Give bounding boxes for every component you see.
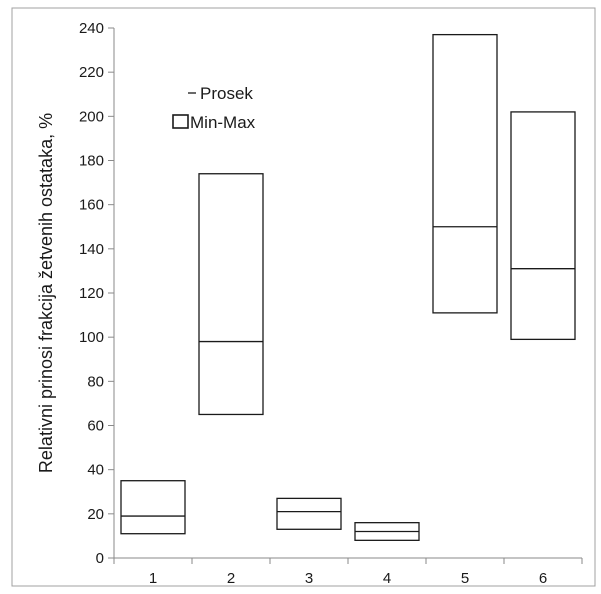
y-tick-label: 60: [87, 418, 104, 435]
y-tick-label: 180: [79, 153, 104, 170]
y-tick-label: 80: [87, 373, 104, 390]
y-axis-ticks: 0 20 40 60 80 100 120 140 160 180 200 220 240: [79, 20, 114, 567]
y-tick-label: 120: [79, 285, 104, 302]
x-tick-label: 1: [149, 570, 157, 587]
range-box: [510, 111, 576, 341]
legend-range-label: Min-Max: [190, 113, 256, 132]
legend-range-marker: [172, 114, 189, 129]
x-tick-label: 5: [461, 570, 469, 587]
range-box: [120, 480, 186, 535]
y-tick-label: 0: [96, 550, 104, 567]
y-tick-label: 140: [79, 241, 104, 258]
y-tick-label: 220: [79, 64, 104, 81]
legend: Prosek Min-Max: [172, 84, 256, 132]
y-tick-label: 240: [79, 20, 104, 37]
range-box: [276, 497, 342, 530]
boxes: [120, 33, 576, 541]
x-tick-label: 6: [539, 570, 547, 587]
legend-mean-label: Prosek: [200, 84, 253, 103]
y-tick-label: 200: [79, 108, 104, 125]
y-tick-label: 160: [79, 197, 104, 214]
range-box: [198, 173, 264, 416]
x-axis-ticks: 1 2 3 4 5 6: [113, 558, 583, 587]
chart-frame: [11, 7, 596, 587]
range-box: [432, 33, 498, 314]
x-tick-label: 4: [383, 570, 391, 587]
x-tick-label: 2: [227, 570, 235, 587]
y-tick-label: 40: [87, 462, 104, 479]
y-tick-label: 100: [79, 329, 104, 346]
y-axis-label: Relativni prinosi frakcija žetvenih osta…: [36, 113, 56, 473]
x-tick-label: 3: [305, 570, 313, 587]
y-tick-label: 20: [87, 506, 104, 523]
